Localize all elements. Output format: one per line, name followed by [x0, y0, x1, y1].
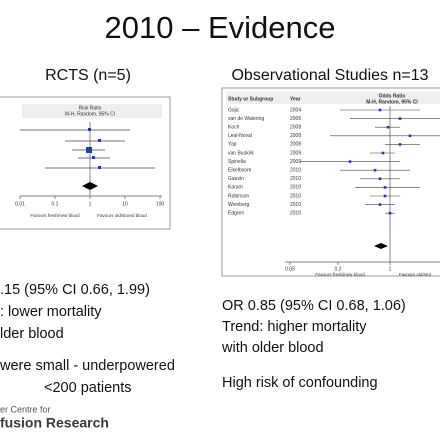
point-marker — [378, 108, 382, 112]
summary-line: OR 0.85 (95% CI 0.68, 1.06) — [222, 298, 406, 314]
right-forest-plot: Study or Subgroup Year Odds Ratio M-H, R… — [221, 87, 440, 277]
year-header: Year — [290, 96, 301, 102]
favours-left: Favours fresh/new blood — [315, 272, 365, 277]
study-year: 2010 — [290, 185, 301, 191]
axis-label: 0.1 — [52, 201, 59, 207]
study-name: Edgren — [228, 211, 244, 217]
axis-label: 0.05 — [285, 266, 295, 272]
left-forest-plot: Risk Ratio M-H, Random, 95% CI 0.01 0.1 1 1… — [0, 96, 171, 230]
study-name: Gauvin — [228, 176, 244, 182]
left-heading: RCTS (n=5) — [45, 67, 131, 84]
slide-title: 2010 – Evidence — [105, 10, 336, 45]
plot-frame — [0, 96, 171, 230]
study-name: Robinson — [228, 193, 249, 199]
study-name: Spinella — [228, 159, 246, 165]
summary-line: : lower mortality — [0, 304, 102, 320]
study-year: 2008 — [290, 133, 301, 139]
point-markers — [86, 128, 101, 169]
plot-method: M-H, Random, 95% CI — [366, 99, 418, 105]
study-year: 2008 — [290, 142, 301, 148]
axis-label: 0.01 — [15, 201, 25, 207]
summary-line: Trend: higher mortality — [222, 319, 367, 335]
summary-line: .15 (95% CI 0.66, 1.99) — [0, 282, 150, 298]
point-marker — [348, 160, 352, 163]
study-year: 2004 — [290, 107, 301, 113]
study-year: 2006 — [290, 116, 301, 122]
study-name: van de Watering — [228, 116, 264, 122]
plot-method: M-H, Random, 95% CI — [65, 111, 115, 117]
favours-left: Favours fresh/new blood — [30, 213, 80, 218]
study-name: Koch — [228, 125, 240, 131]
study-name: Yap — [228, 142, 237, 148]
point-marker — [388, 211, 392, 215]
point-marker — [381, 151, 385, 155]
study-year: 2010 — [290, 168, 301, 174]
point-marker — [398, 143, 402, 146]
study-header: Study or Subgroup — [228, 96, 273, 102]
point-marker — [378, 177, 382, 181]
point-marker — [383, 186, 387, 189]
study-year: 2009 — [290, 159, 301, 165]
summary-line: with older blood — [221, 340, 324, 356]
point-marker — [408, 134, 412, 138]
study-name: Eikelboom — [228, 168, 251, 174]
plot-frame — [221, 87, 440, 277]
study-name: Weinberg — [228, 202, 250, 208]
study-year: 2010 — [290, 193, 301, 199]
study-year: 2010 — [290, 176, 301, 182]
point-marker — [378, 203, 382, 206]
plot-measure: Risk Ratio — [79, 105, 102, 111]
study-name: Leal-Noval — [228, 133, 252, 139]
study-year: 2010 — [290, 211, 301, 217]
axis-label: 100 — [156, 201, 165, 207]
plot-measure: Odds Ratio — [379, 93, 406, 99]
point-marker — [373, 168, 377, 172]
favours-right: Favours old/stor — [399, 272, 432, 277]
pooled-diamond — [374, 243, 388, 249]
axis-label: 1 — [389, 266, 392, 272]
plot-header-bg — [22, 104, 162, 118]
study-name: Gajic — [228, 107, 240, 113]
axis-label: 0.2 — [335, 266, 342, 272]
study-name: van Buskirk — [228, 150, 254, 156]
note-line: were small - underpowered — [0, 358, 175, 374]
plot-header-bg — [226, 92, 440, 104]
study-year: 2009 — [290, 150, 301, 156]
point-marker — [383, 194, 387, 198]
logo-line1: er Centre for — [0, 404, 51, 414]
study-name: Karam — [228, 185, 243, 191]
axis-label: 1 — [89, 201, 92, 207]
logo-line2: fusion Research — [0, 415, 109, 431]
point-marker — [386, 125, 390, 129]
point-marker — [398, 117, 402, 120]
pooled-diamond — [82, 182, 98, 190]
study-year: 2010 — [290, 202, 301, 208]
note-line: <200 patients — [44, 380, 131, 396]
favours-right: Favours old/stored blood — [97, 213, 147, 218]
axis-label: 10 — [122, 201, 128, 207]
note-line: High risk of confounding — [222, 375, 378, 391]
summary-line: lder blood — [0, 326, 64, 342]
study-year: 2008 — [290, 125, 301, 131]
right-heading: Observational Studies n=13 — [231, 67, 428, 84]
